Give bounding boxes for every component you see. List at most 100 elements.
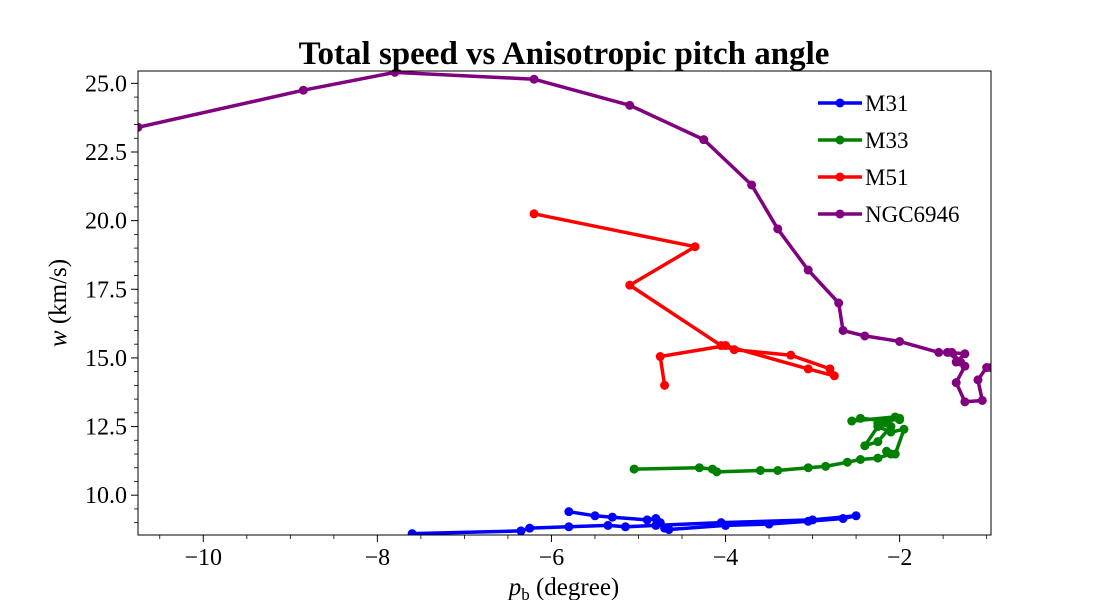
- y-tick-label: 25.0: [85, 71, 127, 97]
- legend-item-ngc6946: NGC6946: [818, 202, 960, 227]
- legend-label: NGC6946: [865, 202, 960, 227]
- data-point-m31: [764, 519, 774, 529]
- data-point-m33: [803, 463, 813, 473]
- y-axis-ticks: 10.0 12.5 15.0 17.5 20.0 22.5 25.0: [85, 71, 138, 524]
- data-point-ngc6946: [860, 331, 870, 341]
- data-point-ngc6946: [747, 180, 757, 190]
- data-point-m33: [712, 467, 722, 477]
- data-point-m33: [882, 416, 892, 426]
- data-point-ngc6946: [951, 357, 961, 367]
- data-point-m31: [620, 522, 630, 532]
- legend: M31 M33 M51 NGC6946: [818, 91, 960, 227]
- data-point-m33: [855, 454, 865, 464]
- data-point-ngc6946: [529, 74, 539, 84]
- data-point-m33: [895, 415, 905, 425]
- data-point-m33: [694, 463, 704, 473]
- legend-label: M31: [865, 91, 908, 116]
- data-point-m33: [873, 437, 883, 447]
- series-line-m51: [533, 212, 837, 386]
- y-tick-label: 15.0: [85, 346, 127, 372]
- y-tick-label: 12.5: [85, 415, 127, 441]
- data-point-m51: [625, 280, 635, 290]
- x-axis-label-main: p: [507, 574, 522, 600]
- data-point-ngc6946: [773, 224, 783, 234]
- data-point-ngc6946: [838, 325, 848, 335]
- data-point-m51: [829, 371, 839, 381]
- x-tick-label: −4: [713, 545, 739, 571]
- data-point-ngc6946: [699, 135, 709, 145]
- y-axis-label: w (km/s): [45, 259, 72, 347]
- data-point-m31: [564, 507, 574, 517]
- x-axis-label-unit: (degree): [530, 574, 620, 600]
- series-ngc6946: [138, 71, 991, 407]
- x-axis-label-sub: b: [521, 585, 530, 600]
- data-point-ngc6946: [934, 347, 944, 357]
- data-point-m31: [607, 512, 617, 522]
- data-point-m51: [721, 341, 731, 351]
- data-point-m51: [825, 364, 835, 374]
- data-point-ngc6946: [977, 395, 987, 405]
- data-point-m31: [564, 522, 574, 532]
- series-layer: [138, 71, 991, 535]
- data-point-m33: [842, 457, 852, 467]
- data-point-m31: [603, 520, 613, 530]
- data-point-m51: [803, 364, 813, 374]
- legend-marker: [835, 98, 845, 108]
- data-point-m33: [773, 465, 783, 475]
- data-point-m31: [716, 518, 726, 528]
- series-line-m31: [412, 509, 858, 535]
- x-tick-label: −10: [185, 545, 223, 571]
- series-m33: [629, 412, 909, 477]
- series-m31: [407, 507, 861, 535]
- data-point-m51: [690, 242, 700, 252]
- y-tick-label: 20.0: [85, 209, 127, 235]
- data-point-m31: [651, 520, 661, 530]
- y-axis-label-main: w: [45, 330, 72, 347]
- data-point-m33: [629, 464, 639, 474]
- x-tick-label: −6: [539, 545, 565, 571]
- data-point-ngc6946: [942, 347, 952, 357]
- data-point-ngc6946: [986, 363, 991, 373]
- plot-frame: [137, 70, 992, 536]
- data-point-m51: [655, 352, 665, 362]
- chart-title: Total speed vs Anisotropic pitch angle: [299, 36, 830, 72]
- data-point-ngc6946: [960, 361, 970, 371]
- legend-marker: [835, 135, 845, 145]
- data-point-m51: [529, 209, 539, 219]
- data-point-m33: [882, 446, 892, 456]
- data-point-m31: [407, 529, 417, 535]
- legend-item-m33: M33: [818, 128, 908, 153]
- legend-item-m51: M51: [818, 165, 908, 190]
- data-point-ngc6946: [138, 122, 143, 132]
- data-point-ngc6946: [951, 378, 961, 388]
- data-point-m33: [873, 453, 883, 463]
- legend-item-m31: M31: [818, 91, 908, 116]
- data-point-ngc6946: [895, 336, 905, 346]
- data-point-m33: [873, 419, 883, 429]
- data-point-m31: [525, 523, 535, 533]
- y-tick-label: 22.5: [85, 140, 127, 166]
- y-axis-label-unit: (km/s): [45, 259, 72, 331]
- data-point-m51: [660, 380, 670, 390]
- data-point-m31: [664, 525, 674, 535]
- data-point-m33: [860, 441, 870, 451]
- data-point-ngc6946: [625, 100, 635, 110]
- data-point-m31: [851, 511, 861, 521]
- data-point-ngc6946: [390, 71, 400, 77]
- data-point-m33: [855, 413, 865, 423]
- data-point-m33: [890, 449, 900, 459]
- data-point-m31: [516, 526, 526, 535]
- legend-label: M51: [865, 165, 908, 190]
- legend-marker: [835, 209, 845, 219]
- data-point-ngc6946: [803, 265, 813, 275]
- x-axis-ticks: −10 −8 −6 −4 −2: [159, 535, 988, 571]
- series-line-ngc6946: [138, 71, 991, 404]
- legend-label: M33: [865, 128, 908, 153]
- x-tick-label: −8: [365, 545, 391, 571]
- y-tick-label: 10.0: [85, 483, 127, 509]
- data-point-m33: [821, 461, 831, 471]
- data-point-m33: [755, 465, 765, 475]
- data-point-ngc6946: [834, 298, 844, 308]
- data-point-ngc6946: [973, 375, 983, 385]
